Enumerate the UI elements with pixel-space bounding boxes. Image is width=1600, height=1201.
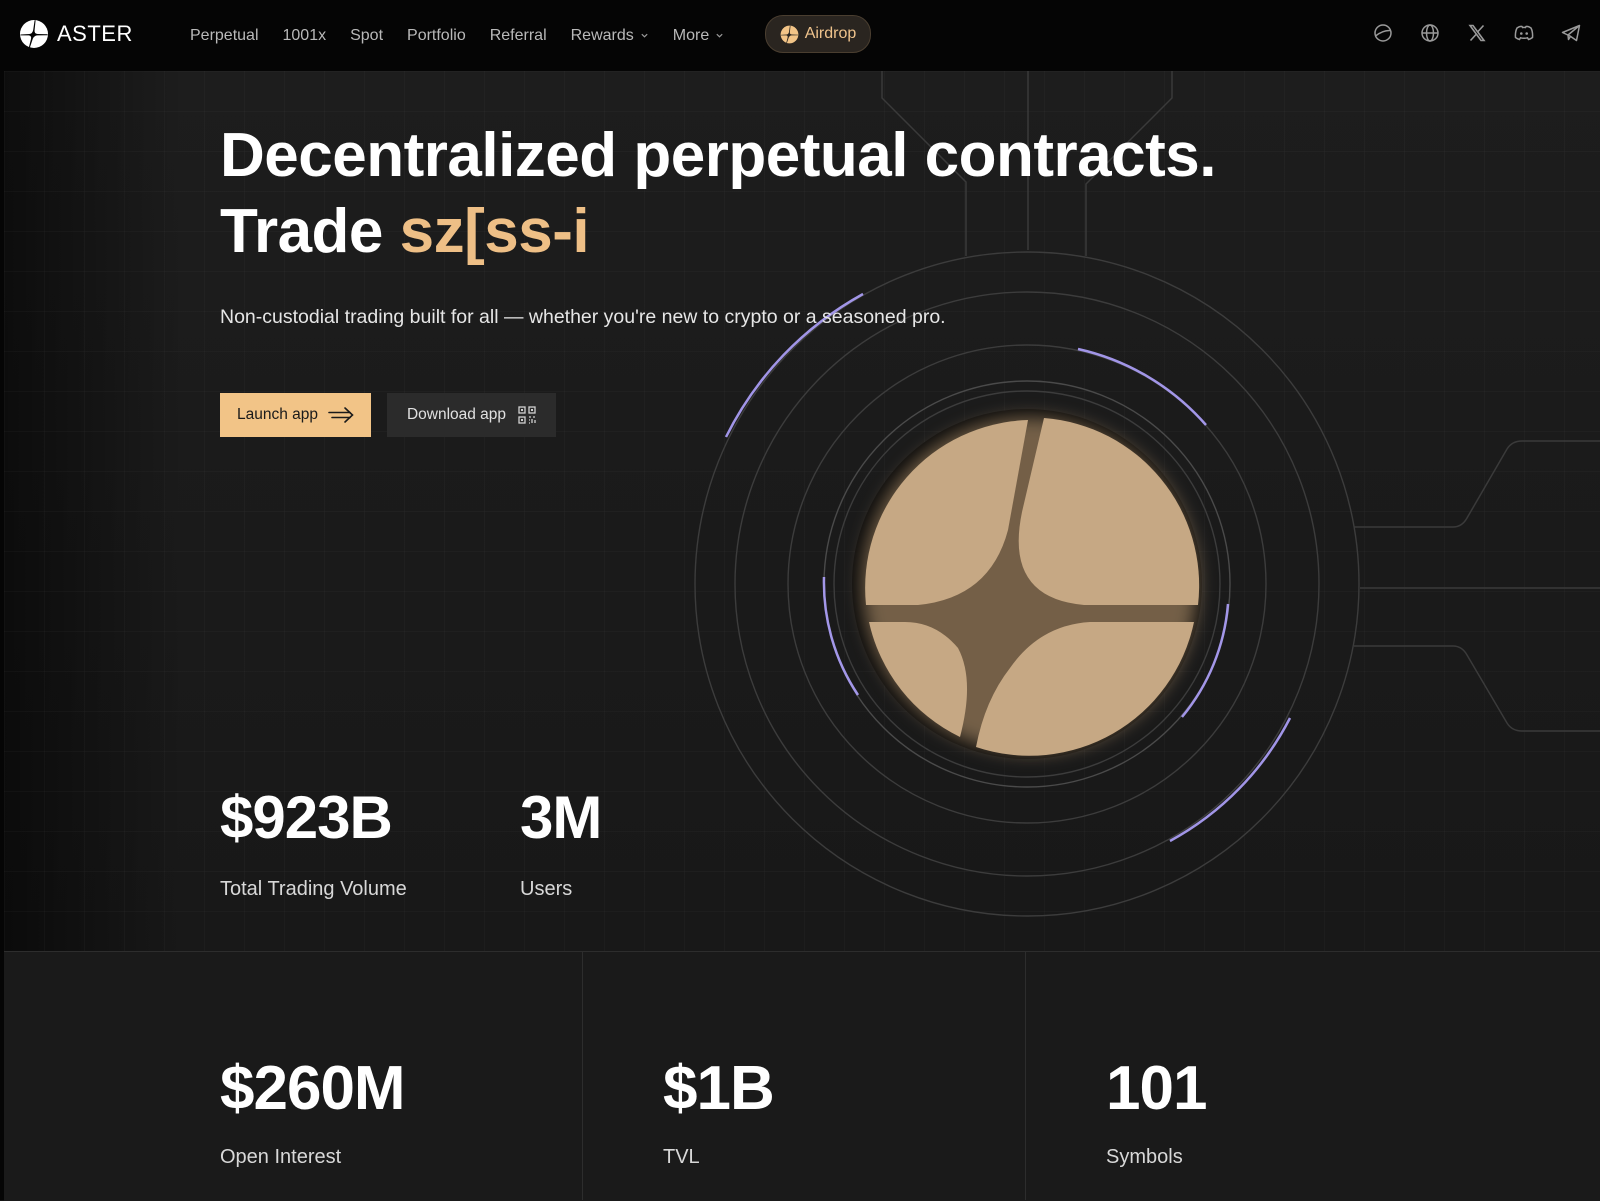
stat-value: 101 — [1106, 1054, 1207, 1123]
brand-name: ASTER — [57, 21, 133, 46]
top-navigation: ASTER Perpetual 1001x Spot Portfolio Referra… — [0, 0, 1600, 71]
globe-icon[interactable] — [1419, 22, 1441, 44]
chevron-down-icon — [716, 33, 723, 38]
headline-rotating-word: sz[ss-i — [399, 197, 590, 266]
brand-logo[interactable]: ASTER — [19, 19, 133, 49]
nav-item-label: Perpetual — [190, 26, 259, 44]
stat-open-interest: $260M Open Interest — [220, 1054, 406, 1169]
nav-item-label: Spot — [350, 26, 384, 44]
launch-app-button[interactable]: Launch app — [220, 393, 371, 437]
divider — [582, 951, 583, 1200]
stat-users: 3M Users — [520, 784, 602, 901]
nav-item-label: Portfolio — [407, 26, 466, 44]
stat-label: Users — [520, 878, 573, 900]
hero-background — [4, 71, 1600, 951]
x-twitter-icon[interactable] — [1466, 22, 1488, 44]
stat-label: TVL — [663, 1146, 700, 1168]
nav-item-label: 1001x — [282, 26, 327, 44]
nav-item-referral[interactable]: Referral — [490, 27, 547, 45]
metrics-section — [4, 951, 1600, 1201]
hero-grid — [4, 71, 1600, 951]
airdrop-label: Airdrop — [804, 25, 857, 42]
nav-item-portfolio[interactable]: Portfolio — [407, 27, 466, 45]
nav-item-label: Rewards — [570, 26, 634, 44]
telegram-icon[interactable] — [1560, 22, 1582, 44]
stat-value: $923B — [220, 784, 393, 851]
download-app-label: Download app — [406, 406, 507, 423]
hero-subtext: Non-custodial trading built for all — wh… — [220, 306, 946, 328]
launch-app-label: Launch app — [236, 406, 319, 423]
stat-tvl: $1B TVL — [663, 1054, 775, 1169]
aster-logo-icon — [780, 25, 799, 43]
nav-item-perpetual[interactable]: Perpetual — [190, 27, 259, 45]
qr-code-icon — [518, 406, 536, 424]
nav-item-more[interactable]: More — [673, 27, 724, 45]
hero-headline: Decentralized perpetual contracts. Trade… — [220, 118, 1216, 270]
main-menu: Perpetual 1001x Spot Portfolio Referral Rewar… — [190, 0, 748, 71]
aster-emblem-graphic — [694, 71, 1600, 917]
divider — [1025, 951, 1026, 1200]
stat-trading-volume: $923B Total Trading Volume — [220, 788, 407, 901]
download-app-button[interactable]: Download app — [387, 393, 556, 437]
discord-icon[interactable] — [1513, 22, 1535, 44]
planet-icon[interactable] — [1372, 22, 1394, 44]
nav-item-1001x[interactable]: 1001x — [283, 27, 327, 45]
chevron-down-icon — [641, 33, 648, 38]
airdrop-button[interactable]: Airdrop — [765, 15, 871, 53]
stat-label: Open Interest — [220, 1146, 342, 1168]
stat-value: $1B — [663, 1054, 775, 1123]
stat-label: Symbols — [1106, 1146, 1183, 1168]
stat-label: Total Trading Volume — [220, 878, 407, 900]
nav-item-spot[interactable]: Spot — [350, 27, 383, 45]
nav-item-label: Referral — [489, 26, 547, 44]
headline-line-1: Decentralized perpetual contracts. — [220, 121, 1216, 190]
nav-item-rewards[interactable]: Rewards — [571, 27, 649, 45]
stat-value: 3M — [520, 784, 602, 851]
stat-symbols: 101 Symbols — [1106, 1054, 1207, 1169]
social-links — [1372, 22, 1582, 44]
arrow-right-icon — [328, 407, 354, 423]
stat-value: $260M — [220, 1054, 406, 1123]
nav-item-label: More — [672, 26, 710, 44]
aster-logo-icon — [20, 20, 48, 48]
headline-line-2-prefix: Trade — [220, 197, 400, 266]
